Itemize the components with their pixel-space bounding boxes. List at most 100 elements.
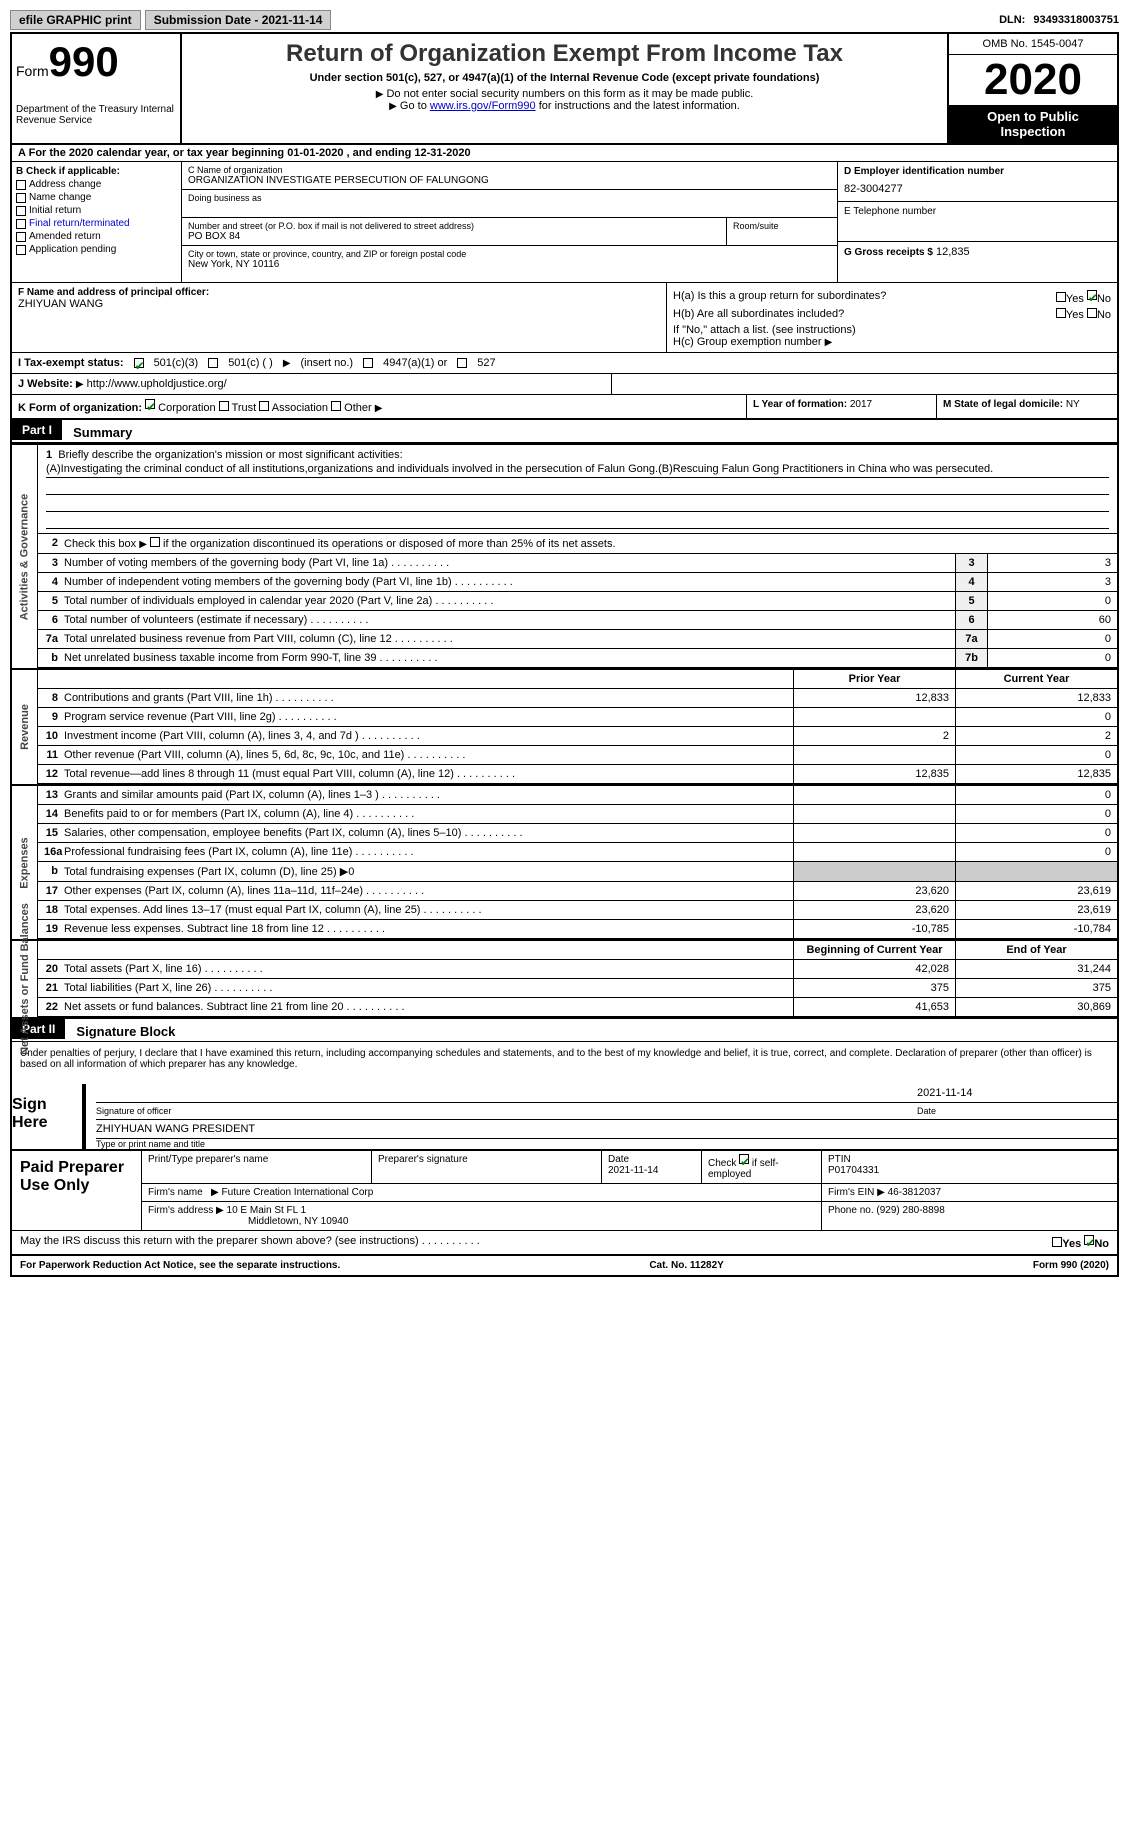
discuss-no[interactable] bbox=[1084, 1235, 1094, 1245]
check-application-pending[interactable]: Application pending bbox=[16, 244, 177, 255]
check-trust[interactable] bbox=[219, 401, 229, 411]
check-final-return[interactable]: Final return/terminated bbox=[16, 218, 177, 229]
dba-row: Doing business as bbox=[182, 190, 837, 218]
phone-label: E Telephone number bbox=[844, 206, 1111, 217]
box-j-website: J Website: http://www.upholdjustice.org/ bbox=[12, 374, 1117, 395]
check-address-change[interactable]: Address change bbox=[16, 179, 177, 190]
mission-text: (A)Investigating the criminal conduct of… bbox=[46, 461, 1109, 478]
check-initial-return[interactable]: Initial return bbox=[16, 205, 177, 216]
line-19: 19Revenue less expenses. Subtract line 1… bbox=[38, 920, 1117, 939]
line-4: 4Number of independent voting members of… bbox=[38, 573, 1117, 592]
dba-label: Doing business as bbox=[188, 193, 831, 203]
firm-ein: 46-3812037 bbox=[888, 1187, 941, 1198]
header-left: Form990 Department of the Treasury Inter… bbox=[12, 34, 182, 143]
efile-button[interactable]: efile GRAPHIC print bbox=[10, 10, 141, 30]
part1-header-row: Part I Summary bbox=[12, 420, 1117, 443]
ein-label: D Employer identification number bbox=[844, 166, 1111, 177]
net-assets-label: Net Assets or Fund Balances bbox=[12, 941, 38, 1017]
street-row: Number and street (or P.O. box if mail i… bbox=[182, 218, 837, 246]
line2-check[interactable] bbox=[150, 537, 160, 547]
check-amended-return[interactable]: Amended return bbox=[16, 231, 177, 242]
cat-number: Cat. No. 11282Y bbox=[649, 1260, 723, 1271]
line-b: bNet unrelated business taxable income f… bbox=[38, 649, 1117, 668]
box-k: K Form of organization: Corporation Trus… bbox=[12, 395, 747, 418]
sig-date-label: Date bbox=[917, 1106, 1117, 1116]
k-l-m-row: K Form of organization: Corporation Trus… bbox=[12, 395, 1117, 420]
tax-year: 2020 bbox=[949, 55, 1117, 105]
i-label: I Tax-exempt status: bbox=[18, 357, 124, 369]
line-18: 18Total expenses. Add lines 13–17 (must … bbox=[38, 901, 1117, 920]
line-14: 14Benefits paid to or for members (Part … bbox=[38, 805, 1117, 824]
org-name: ORGANIZATION INVESTIGATE PERSECUTION OF … bbox=[188, 175, 831, 186]
check-other[interactable] bbox=[331, 401, 341, 411]
hb-no[interactable] bbox=[1087, 308, 1097, 318]
check-4947[interactable] bbox=[363, 358, 373, 368]
goto-line: Go to www.irs.gov/Form990 for instructio… bbox=[188, 100, 941, 112]
box-h: H(a) Is this a group return for subordin… bbox=[667, 283, 1117, 352]
dln-label: DLN: bbox=[999, 14, 1025, 26]
line-13: 13Grants and similar amounts paid (Part … bbox=[38, 786, 1117, 805]
box-m: M State of legal domicile: NY bbox=[937, 395, 1117, 418]
check-501c[interactable] bbox=[208, 358, 218, 368]
check-self-employed[interactable] bbox=[739, 1154, 749, 1164]
part2-title: Signature Block bbox=[76, 1022, 175, 1039]
line-9: 9Program service revenue (Part VIII, lin… bbox=[38, 708, 1117, 727]
gross-value: 12,835 bbox=[936, 246, 970, 258]
box-d: D Employer identification number 82-3004… bbox=[838, 162, 1117, 202]
hb-yes[interactable] bbox=[1056, 308, 1066, 318]
top-bar: efile GRAPHIC print Submission Date - 20… bbox=[10, 10, 1119, 30]
sign-here-label: Sign Here bbox=[12, 1084, 82, 1149]
ha-label: H(a) Is this a group return for subordin… bbox=[673, 290, 886, 305]
part1-badge: Part I bbox=[12, 420, 62, 440]
check-association[interactable] bbox=[259, 401, 269, 411]
discuss-yes[interactable] bbox=[1052, 1237, 1062, 1247]
end-year-header: End of Year bbox=[955, 941, 1117, 959]
governance-section: Activities & Governance 1 Briefly descri… bbox=[12, 443, 1117, 668]
boxes-d-e-g: D Employer identification number 82-3004… bbox=[837, 162, 1117, 282]
hc-label: H(c) Group exemption number bbox=[673, 336, 1111, 348]
city-value: New York, NY 10116 bbox=[188, 259, 831, 270]
check-corporation[interactable] bbox=[145, 399, 155, 409]
line-6: 6Total number of volunteers (estimate if… bbox=[38, 611, 1117, 630]
irs-link[interactable]: www.irs.gov/Form990 bbox=[430, 100, 536, 112]
firm-city: Middletown, NY 10940 bbox=[248, 1216, 348, 1227]
check-name-change[interactable]: Name change bbox=[16, 192, 177, 203]
street-label: Number and street (or P.O. box if mail i… bbox=[188, 221, 720, 231]
header-right: OMB No. 1545-0047 2020 Open to Public In… bbox=[947, 34, 1117, 143]
ha-yes[interactable] bbox=[1056, 292, 1066, 302]
page-footer: For Paperwork Reduction Act Notice, see … bbox=[12, 1254, 1117, 1275]
expenses-section: Expenses 13Grants and similar amounts pa… bbox=[12, 784, 1117, 939]
preparer-sig-label: Preparer's signature bbox=[372, 1151, 602, 1183]
line-10: 10Investment income (Part VIII, column (… bbox=[38, 727, 1117, 746]
line-12: 12Total revenue—add lines 8 through 11 (… bbox=[38, 765, 1117, 784]
paperwork-notice: For Paperwork Reduction Act Notice, see … bbox=[20, 1260, 340, 1271]
year-headers: Prior Year Current Year bbox=[38, 670, 1117, 689]
firm-address: 10 E Main St FL 1 bbox=[227, 1205, 307, 1216]
check-501c3[interactable] bbox=[134, 358, 144, 368]
box-e: E Telephone number bbox=[838, 202, 1117, 242]
line-22: 22Net assets or fund balances. Subtract … bbox=[38, 998, 1117, 1017]
ssn-note: Do not enter social security numbers on … bbox=[188, 88, 941, 100]
ha-no[interactable] bbox=[1087, 290, 1097, 300]
header-center: Return of Organization Exempt From Incom… bbox=[182, 34, 947, 143]
public-inspection: Open to Public Inspection bbox=[949, 105, 1117, 143]
preparer-name-label: Print/Type preparer's name bbox=[142, 1151, 372, 1183]
revenue-section: Revenue Prior Year Current Year 8Contrib… bbox=[12, 668, 1117, 784]
sign-here-block: Sign Here 2021-11-14 Signature of office… bbox=[12, 1084, 1117, 1149]
form-number: 990 bbox=[49, 38, 119, 85]
box-i-tax-status: I Tax-exempt status: 501(c)(3) 501(c) ( … bbox=[12, 353, 1117, 374]
hb-label: H(b) Are all subordinates included? bbox=[673, 308, 844, 321]
line-21: 21Total liabilities (Part X, line 26)375… bbox=[38, 979, 1117, 998]
check-527[interactable] bbox=[457, 358, 467, 368]
line-5: 5Total number of individuals employed in… bbox=[38, 592, 1117, 611]
website-url: http://www.upholdjustice.org/ bbox=[87, 378, 227, 390]
line-17: 17Other expenses (Part IX, column (A), l… bbox=[38, 882, 1117, 901]
officer-h-row: F Name and address of principal officer:… bbox=[12, 283, 1117, 353]
penalties-text: Under penalties of perjury, I declare th… bbox=[12, 1042, 1117, 1076]
sig-officer-label: Signature of officer bbox=[96, 1106, 917, 1116]
c-label: C Name of organization bbox=[188, 165, 831, 175]
discuss-row: May the IRS discuss this return with the… bbox=[12, 1230, 1117, 1254]
prior-year-header: Prior Year bbox=[793, 670, 955, 688]
form-990-page: Form990 Department of the Treasury Inter… bbox=[10, 32, 1119, 1277]
line-15: 15Salaries, other compensation, employee… bbox=[38, 824, 1117, 843]
